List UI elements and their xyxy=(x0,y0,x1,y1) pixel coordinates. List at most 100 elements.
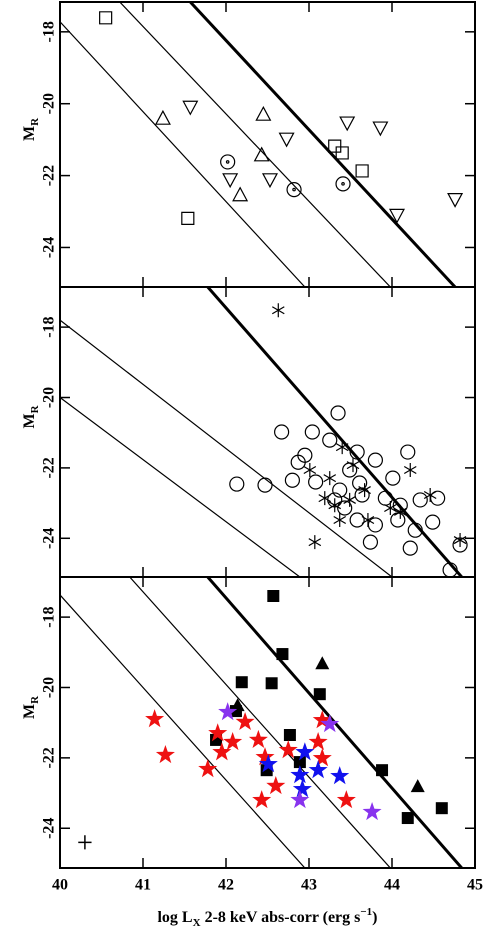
panel-frame xyxy=(59,576,476,869)
marker xyxy=(320,714,340,733)
marker xyxy=(198,759,218,778)
y-tick-label: -20 xyxy=(41,387,58,408)
marker xyxy=(295,742,315,761)
marker xyxy=(220,154,236,170)
x-label-part: −1 xyxy=(360,906,372,918)
marker xyxy=(330,766,350,785)
marker xyxy=(208,723,228,742)
marker xyxy=(304,424,320,440)
marker xyxy=(377,490,393,506)
marker xyxy=(349,512,365,528)
x-label-part: ) xyxy=(372,909,377,926)
marker xyxy=(354,487,370,503)
y-tick-label: -22 xyxy=(41,457,58,478)
x-label-part: X xyxy=(193,917,201,929)
marker xyxy=(253,146,270,162)
marker xyxy=(308,474,324,490)
reference-line xyxy=(189,2,457,287)
marker xyxy=(293,756,306,769)
marker xyxy=(278,740,298,759)
marker xyxy=(276,648,289,661)
marker xyxy=(452,537,468,553)
y-tick-label: -24 xyxy=(41,528,58,549)
marker xyxy=(303,463,317,478)
plot-area xyxy=(60,577,463,868)
plot-area xyxy=(60,2,464,287)
marker xyxy=(312,748,332,767)
y-tick-label: -24 xyxy=(41,818,58,839)
marker xyxy=(232,186,249,202)
marker xyxy=(248,729,268,749)
marker xyxy=(297,447,313,463)
marker xyxy=(181,211,195,225)
marker xyxy=(257,477,273,493)
marker xyxy=(328,498,342,513)
marker xyxy=(339,116,356,132)
marker xyxy=(315,656,330,670)
y-axis-label: MR xyxy=(21,117,41,141)
marker xyxy=(442,562,458,577)
marker xyxy=(154,109,171,125)
marker xyxy=(410,779,425,793)
marker xyxy=(335,146,349,160)
y-label-main: M xyxy=(21,126,38,141)
reference-line xyxy=(206,287,463,577)
marker xyxy=(286,182,302,198)
marker xyxy=(412,492,428,508)
marker xyxy=(400,444,416,460)
x-tick-label: 45 xyxy=(467,877,483,894)
marker xyxy=(308,535,322,550)
y-tick-label: -20 xyxy=(41,93,58,114)
panel-frame xyxy=(59,286,476,578)
marker xyxy=(265,677,278,690)
marker xyxy=(290,454,306,470)
error-bar xyxy=(78,835,92,850)
marker xyxy=(430,490,446,506)
marker xyxy=(367,452,383,468)
marker xyxy=(323,471,337,486)
marker xyxy=(218,702,238,721)
x-label-part: log L xyxy=(157,909,192,926)
marker xyxy=(453,533,467,548)
x-tick-label: 40 xyxy=(52,877,68,894)
marker xyxy=(343,492,356,507)
reference-line xyxy=(60,319,393,577)
marker xyxy=(313,688,326,701)
reference-line xyxy=(60,397,301,577)
marker xyxy=(362,534,379,550)
marker xyxy=(223,732,243,751)
marker xyxy=(362,802,382,821)
marker xyxy=(330,405,346,421)
y-label-main: M xyxy=(21,704,38,719)
x-label-part: 2-8 keV abs-corr (erg s xyxy=(201,909,361,926)
marker xyxy=(284,472,300,488)
marker xyxy=(367,517,383,533)
marker xyxy=(212,742,232,761)
x-tick-label: 41 xyxy=(135,877,151,894)
y-tick-label: -18 xyxy=(41,21,58,42)
y-tick-label: -22 xyxy=(41,165,58,186)
marker xyxy=(230,698,245,712)
y-label-sub: R xyxy=(29,117,41,126)
marker xyxy=(385,470,401,486)
marker xyxy=(235,676,248,689)
marker xyxy=(335,440,349,455)
x-axis-label: log LX 2-8 keV abs-corr (erg s−1) xyxy=(157,906,377,929)
marker xyxy=(376,764,389,777)
y-label-sub: R xyxy=(29,695,41,704)
marker xyxy=(403,463,417,478)
marker xyxy=(292,779,312,798)
y-tick-label: -18 xyxy=(41,606,58,627)
reference-line xyxy=(119,2,391,287)
marker xyxy=(401,812,414,825)
y-tick-label: -18 xyxy=(41,316,58,337)
marker xyxy=(337,500,353,516)
marker xyxy=(229,476,245,492)
marker xyxy=(327,492,343,508)
marker xyxy=(425,514,441,530)
marker xyxy=(235,711,255,731)
marker xyxy=(447,192,464,208)
marker xyxy=(278,132,295,148)
